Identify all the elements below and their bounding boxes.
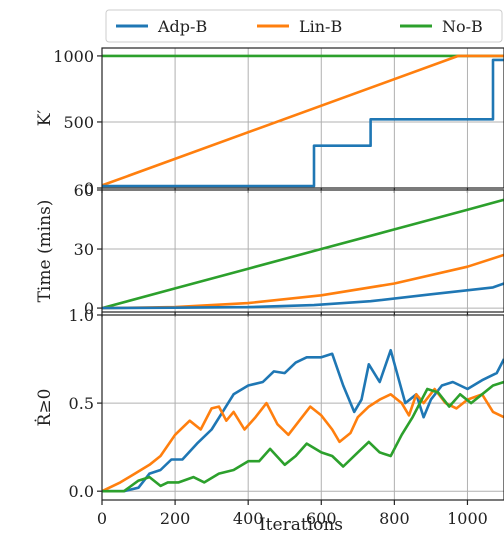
panel-frame	[101, 189, 504, 313]
legend: Adp-B Lin-B No-B	[105, 9, 503, 43]
y-tick-label: 60	[74, 181, 94, 200]
y-tick-label: 0.5	[69, 394, 94, 413]
y-tick-label: 0	[84, 179, 94, 198]
series-line-adp-b	[102, 348, 504, 493]
series-line-lin-b	[101, 253, 504, 310]
series-line-adp-b	[102, 58, 504, 188]
y-tick-label: 0.0	[69, 482, 94, 501]
series-line-lin-b	[101, 54, 504, 187]
x-axis-label: Iterations	[259, 515, 343, 535]
legend-label-no-b: No-B	[442, 17, 483, 36]
y-axis-label: Time (mins)	[35, 200, 55, 303]
panel-frame	[101, 314, 504, 501]
y-tick-label: 1.0	[69, 306, 94, 325]
series-line-adp-b	[101, 282, 504, 310]
panel-2: 0 30 60 Time (mins)	[35, 181, 504, 318]
x-tick-label: 800	[379, 509, 410, 528]
x-tick-label: 0	[97, 509, 107, 528]
panel-3: 0.0 0.5 1.0 Ṙ≥0	[34, 306, 504, 505]
legend-label-adp-b: Adp-B	[157, 17, 207, 36]
x-tick-label: 600	[306, 509, 337, 528]
x-tick-label: 200	[160, 509, 191, 528]
x-tick-label: 400	[233, 509, 264, 528]
panel-frame	[101, 47, 504, 189]
y-tick-label: 30	[74, 240, 94, 259]
panel-1: 0 500 1000 K′	[35, 47, 504, 198]
y-tick-label: 1000	[53, 47, 94, 66]
series-line-lin-b	[101, 387, 504, 493]
x-tick-label: 1000	[447, 509, 488, 528]
legend-label-lin-b: Lin-B	[299, 17, 342, 36]
y-axis-label: Ṙ≥0	[34, 389, 55, 427]
series-line-no-b	[101, 198, 504, 310]
legend-frame	[105, 9, 503, 43]
y-axis-label: K′	[35, 110, 55, 127]
y-tick-label: 0	[84, 299, 94, 318]
series-line-no-b	[102, 380, 504, 493]
panels: 0 500 1000 K′ 0 30 60 Time (mins) 0.0 0.5 1.0 Ṙ≥0 0 2…	[34, 47, 504, 528]
y-tick-label: 500	[63, 113, 94, 132]
